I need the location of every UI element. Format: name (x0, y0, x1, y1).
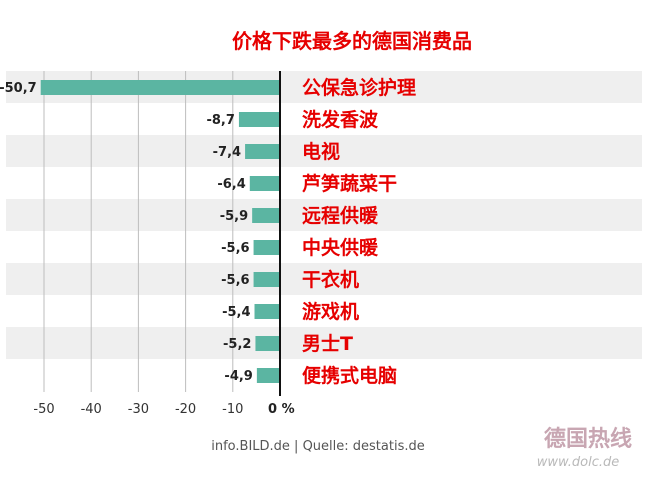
category-label: 男士T (302, 333, 353, 355)
category-label: 电视 (302, 140, 340, 163)
chart-title: 价格下跌最多的德国消费品 (232, 29, 472, 53)
x-tick-labels: -50 -40 -30 -20 -10 0 % (33, 402, 294, 417)
category-label: 远程供暖 (302, 204, 379, 227)
row-stripe (6, 327, 642, 359)
row-stripe (6, 199, 642, 231)
value-label: -8,7 (206, 113, 234, 128)
watermark-url: www.dolc.de (537, 455, 620, 470)
row-stripe (6, 263, 642, 295)
value-label: -50,7 (0, 81, 37, 96)
bar (255, 336, 280, 351)
source-note: info.BILD.de | Quelle: destatis.de (211, 439, 424, 454)
x-tick-label: -10 (222, 402, 243, 417)
value-label: -5,9 (220, 209, 248, 224)
gridlines (43, 71, 234, 392)
category-label: 洗发香波 (302, 108, 379, 131)
category-label: 便携式电脑 (302, 364, 397, 387)
bars (40, 80, 280, 383)
bar (254, 304, 280, 319)
bar (253, 240, 280, 255)
bar (249, 176, 280, 191)
x-tick-label: -50 (33, 402, 54, 417)
category-label: 公保急诊护理 (302, 76, 416, 99)
category-label: 中央供暖 (302, 236, 379, 259)
bar (40, 80, 280, 95)
bar (253, 272, 280, 287)
category-label: 游戏机 (302, 300, 359, 323)
x-tick-label: -40 (81, 402, 102, 417)
value-label: -5,6 (221, 273, 249, 288)
row-stripe (6, 135, 642, 167)
x-tick-label: 0 % (268, 402, 295, 417)
bar (256, 368, 280, 383)
value-label: -7,4 (213, 145, 241, 160)
watermark-brand: 德国热线 (544, 426, 632, 452)
bar (238, 112, 280, 127)
value-label: -5,6 (221, 241, 249, 256)
value-label: -6,4 (217, 177, 245, 192)
value-label: -5,2 (223, 337, 251, 352)
value-label: -4,9 (224, 369, 252, 384)
value-label: -5,4 (222, 305, 250, 320)
x-tick-label: -30 (128, 402, 149, 417)
bar (245, 144, 280, 159)
row-stripes (6, 71, 642, 359)
category-label: 干衣机 (302, 268, 359, 291)
category-label: 芦笋蔬菜干 (302, 172, 397, 195)
value-labels: -50,7 -8,7 -7,4 -6,4 -5,9 -5,6 -5,6 -5,4 -5,2 -4,… (0, 81, 253, 384)
bar (252, 208, 280, 223)
x-tick-label: -20 (175, 402, 196, 417)
